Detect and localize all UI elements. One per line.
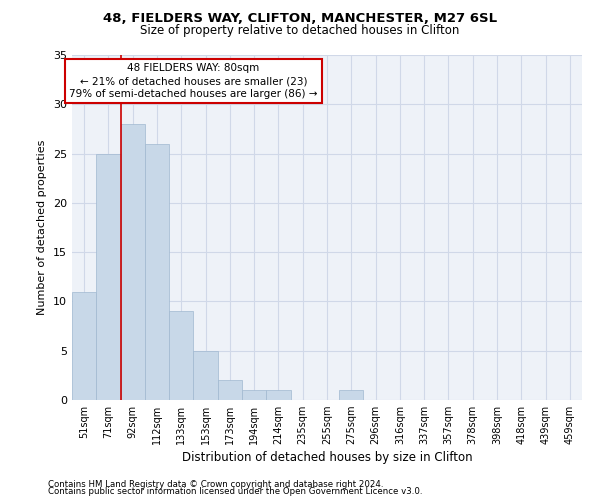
Bar [266,390,290,400]
Text: 48, FIELDERS WAY, CLIFTON, MANCHESTER, M27 6SL: 48, FIELDERS WAY, CLIFTON, MANCHESTER, M… [103,12,497,26]
Bar [169,312,193,400]
Bar [218,380,242,400]
Bar [72,292,96,400]
Bar [96,154,121,400]
Text: Contains public sector information licensed under the Open Government Licence v3: Contains public sector information licen… [48,488,422,496]
Bar [193,350,218,400]
Bar [242,390,266,400]
Bar [339,390,364,400]
Bar [121,124,145,400]
Text: Size of property relative to detached houses in Clifton: Size of property relative to detached ho… [140,24,460,37]
Y-axis label: Number of detached properties: Number of detached properties [37,140,47,315]
Text: 48 FIELDERS WAY: 80sqm
← 21% of detached houses are smaller (23)
79% of semi-det: 48 FIELDERS WAY: 80sqm ← 21% of detached… [69,63,317,100]
Text: Contains HM Land Registry data © Crown copyright and database right 2024.: Contains HM Land Registry data © Crown c… [48,480,383,489]
X-axis label: Distribution of detached houses by size in Clifton: Distribution of detached houses by size … [182,452,472,464]
Bar [145,144,169,400]
